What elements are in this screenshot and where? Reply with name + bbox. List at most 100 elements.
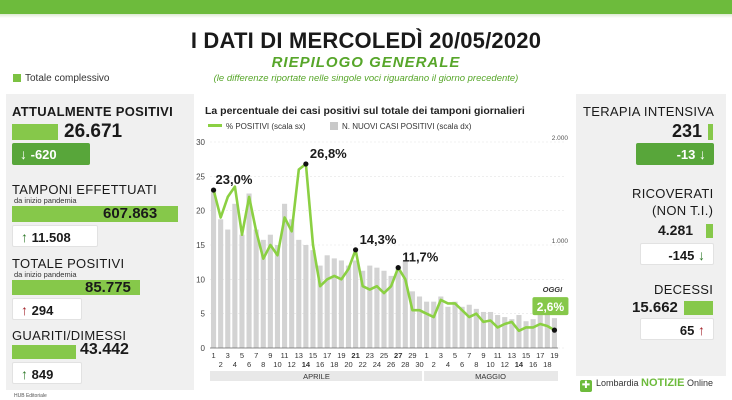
decessi-value: 15.662 [632,299,678,316]
arrow-up-icon: ↑ [21,229,28,245]
page-subtitle: RIEPILOGO GENERALE [271,54,461,71]
x-tick-label: 1 [425,351,429,360]
case-bar [289,219,295,348]
case-bar [544,314,550,348]
case-bar [480,311,486,348]
annotation-label: 2,6% [537,300,565,314]
x-tick-label: 29 [408,351,416,360]
arrow-up-icon: ↑ [21,302,28,318]
annotation-dot [352,247,359,253]
x-tick-label: 6 [247,360,251,369]
terapia-delta-value: -13 [676,147,696,162]
chart-title: La percentuale dei casi positivi sul tot… [205,105,525,117]
case-bar [487,311,494,348]
case-bar [218,219,224,348]
x-tick-label: 17 [323,351,331,360]
positivi-delta-value: -620 [30,147,57,162]
tamponi-sub: da inizio pandemia [14,196,77,205]
case-bar [445,306,451,348]
case-bar [225,229,231,348]
x-tick-label: 19 [337,351,345,360]
annotation-label: 11,7% [402,250,439,265]
x-tick-label: 6 [460,360,464,369]
ricoverati-label: RICOVERATI [632,186,714,201]
annotation-dot [303,161,309,167]
annotation-box [532,297,569,316]
legend-percent: % POSITIVI (scala sx) [208,122,306,131]
case-bar [537,311,543,348]
top-banner-shadow [0,14,732,18]
annotation-dot [210,187,217,193]
y-left-tick-label: 10 [196,275,205,284]
case-bar [353,260,359,348]
case-bar [210,188,217,348]
case-bar [466,304,472,348]
case-bar [438,296,444,348]
x-tick-label: 12 [501,360,509,369]
annotation-label: 23,0% [216,172,253,187]
month-label: MAGGIO [475,372,506,381]
y-right-tick-label: 2.000 [552,135,569,142]
x-tick-label: 2 [219,360,223,369]
y-left-tick-label: 30 [196,138,205,147]
top-banner [0,0,732,14]
ricoverati-bar [706,224,713,238]
case-bar [367,265,373,348]
case-bar [431,301,437,348]
case-bar [331,258,337,348]
hub-footer: HUB Editoriale [14,393,47,399]
x-tick-label: 18 [330,360,338,369]
case-bar [274,245,281,348]
brand: ✚ Lombardia NOTIZIE Online [580,377,713,392]
ricoverati-value: 4.281 [658,222,694,238]
arrow-down-icon: ↓ [698,247,705,263]
case-bar [551,318,558,348]
case-bar [239,234,245,348]
x-tick-label: 3 [226,351,230,360]
x-tick-label: 13 [508,351,516,360]
case-bar [310,250,316,348]
x-tick-label: 7 [467,351,471,360]
brand-post: Online [686,378,713,388]
case-bar [459,306,465,348]
x-tick-label: 7 [254,351,258,360]
case-bar [402,260,408,348]
x-tick-label: 12 [288,360,296,369]
percent-line [212,162,556,333]
case-bar [246,193,252,348]
positivi-delta: ↓ -620 [12,143,90,165]
month-label: APRILE [303,372,330,381]
x-tick-label: 23 [366,351,374,360]
x-tick-label: 14 [515,360,524,369]
x-tick-label: 25 [380,351,388,360]
x-tick-label: 1 [211,351,215,360]
x-tick-label: 17 [536,351,544,360]
x-tick-label: 4 [233,360,237,369]
x-tick-label: 16 [316,360,324,369]
case-bar [360,270,366,348]
x-tick-label: 19 [550,351,558,360]
case-bar [232,203,238,348]
case-bar [381,270,387,348]
positivi-bar [12,124,58,140]
annotation-dot [395,265,401,271]
legend-total: Totale complessivo [13,73,109,84]
tamponi-value: 607.863 [103,205,158,222]
positivi-label: ATTUALMENTE POSITIVI [12,104,174,119]
legend-total-label: Totale complessivo [25,73,110,84]
lombardia-notizie-logo-icon: ✚ [580,380,592,392]
case-bar [253,229,259,348]
annotation-tag: OGGI [543,285,564,294]
guariti-delta-value: 849 [31,367,54,382]
case-bar [424,301,430,348]
x-tick-label: 5 [453,351,457,360]
month-band [210,371,423,381]
ricoverati-delta-value: -145 [668,248,695,263]
x-tick-label: 22 [359,360,367,369]
case-bar [324,255,330,348]
totale-bar [12,280,140,295]
guariti-delta: ↑ 849 [12,362,82,384]
x-tick-label: 10 [273,360,281,369]
case-bar [388,275,394,348]
x-tick-label: 24 [373,360,381,369]
